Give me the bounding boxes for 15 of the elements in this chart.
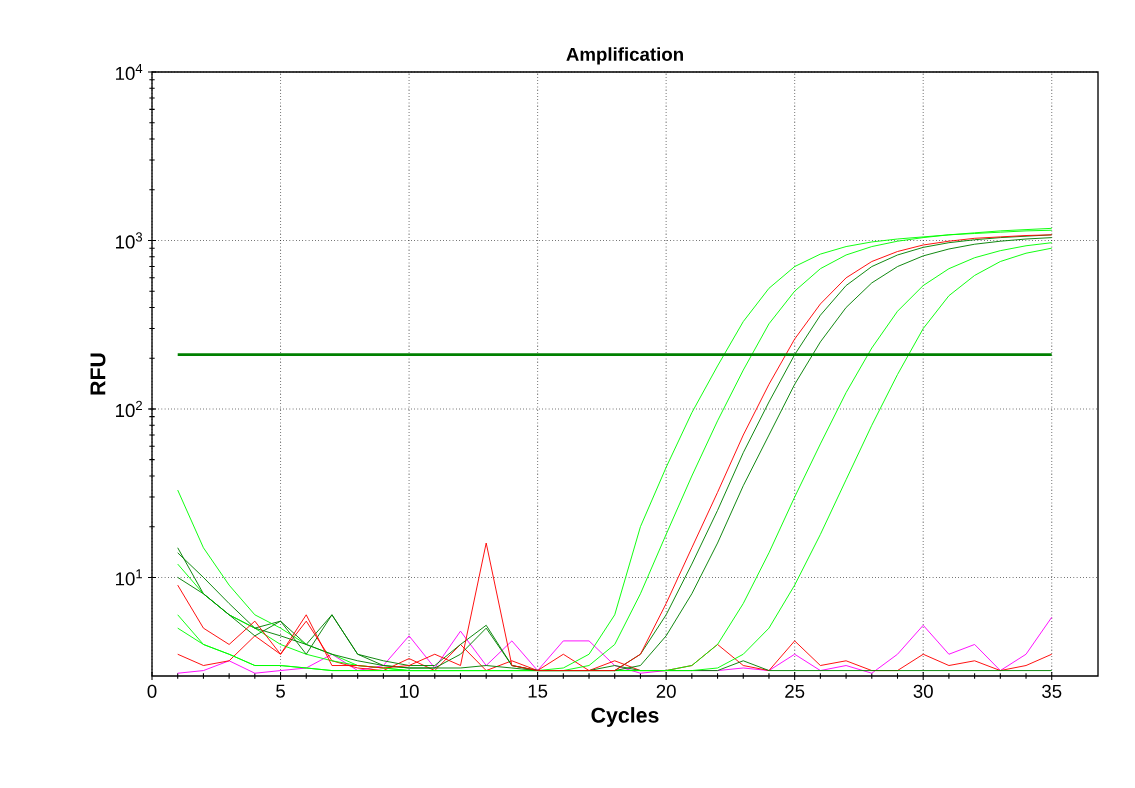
chart-title: Amplification [566,47,683,65]
x-tick-label: 20 [656,684,676,698]
y-tick-label: 10$^{1}$ [116,569,142,586]
x-tick-label: 25 [785,684,805,698]
y-tick-label: 10$^{4}$ [116,63,143,81]
y-tick-label: 10$^{3}$ [116,232,143,249]
x-tick-label: 15 [528,684,548,698]
x-axis-title: Cycles [591,707,659,727]
x-tick-label: 5 [276,684,285,698]
x-tick-label: 35 [1042,684,1062,698]
x-tick-label: 30 [913,684,933,698]
x-tick-label: 10 [400,684,419,698]
y-axis-title: RFU [90,353,106,395]
x-tick-label: 0 [147,684,157,698]
y-tick-label: 10$^{2}$ [116,400,142,418]
